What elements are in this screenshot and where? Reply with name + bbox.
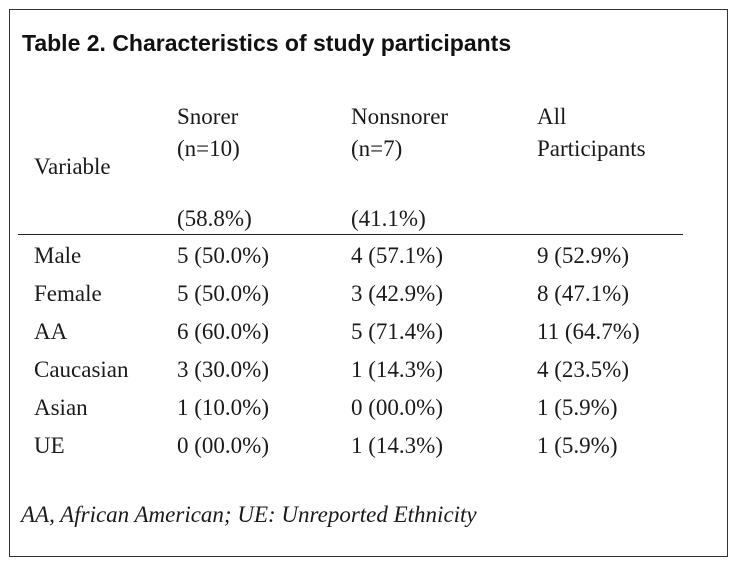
cell-snorer: 1 (10.0%) <box>177 395 269 420</box>
cell-nonsnorer: 0 (00.0%) <box>351 395 443 420</box>
header-all-line2: Participants <box>537 136 646 161</box>
cell-nonsnorer: 4 (57.1%) <box>351 243 443 268</box>
table-footnote: AA, African American; UE: Unreported Eth… <box>21 502 477 527</box>
cell-all: 11 (64.7%) <box>537 319 640 344</box>
cell-variable: Asian <box>34 395 88 420</box>
cell-nonsnorer: 1 (14.3%) <box>351 433 443 458</box>
cell-snorer: 5 (50.0%) <box>177 243 269 268</box>
header-all: All Participants <box>537 101 646 165</box>
cell-snorer: 5 (50.0%) <box>177 281 269 306</box>
cell-snorer: 6 (60.0%) <box>177 319 269 344</box>
cell-nonsnorer: 1 (14.3%) <box>351 357 443 382</box>
header-snorer: Snorer (n=10) <box>177 101 240 165</box>
table-row: Asian 1 (10.0%) 0 (00.0%) 1 (5.9%) <box>0 389 739 427</box>
cell-nonsnorer: 5 (71.4%) <box>351 319 443 344</box>
cell-variable: Female <box>34 281 102 306</box>
header-snorer-percent: (58.8%) <box>177 206 252 231</box>
header-divider <box>18 234 683 235</box>
cell-variable: Caucasian <box>34 357 129 382</box>
table-row: Male 5 (50.0%) 4 (57.1%) 9 (52.9%) <box>0 237 739 275</box>
cell-all: 1 (5.9%) <box>537 395 618 420</box>
header-nonsnorer: Nonsnorer (n=7) <box>351 101 448 165</box>
table-frame <box>9 9 728 557</box>
table-row: Female 5 (50.0%) 3 (42.9%) 8 (47.1%) <box>0 275 739 313</box>
header-snorer-count: (n=10) <box>177 136 240 161</box>
header-nonsnorer-label: Nonsnorer <box>351 104 449 129</box>
header-nonsnorer-count: (n=7) <box>351 136 403 161</box>
header-nonsnorer-percent: (41.1%) <box>351 206 426 231</box>
header-all-line1: All <box>537 104 567 129</box>
cell-all: 4 (23.5%) <box>537 357 629 382</box>
cell-variable: AA <box>34 319 68 344</box>
cell-snorer: 3 (30.0%) <box>177 357 269 382</box>
table-title: Table 2. Characteristics of study partic… <box>22 30 512 56</box>
header-snorer-label: Snorer <box>177 104 239 129</box>
cell-nonsnorer: 3 (42.9%) <box>351 281 443 306</box>
table-row: Caucasian 3 (30.0%) 1 (14.3%) 4 (23.5%) <box>0 351 739 389</box>
cell-all: 1 (5.9%) <box>537 433 618 458</box>
header-variable: Variable <box>34 154 111 179</box>
cell-all: 9 (52.9%) <box>537 243 629 268</box>
table-row: AA 6 (60.0%) 5 (71.4%) 11 (64.7%) <box>0 313 739 351</box>
table-row: UE 0 (00.0%) 1 (14.3%) 1 (5.9%) <box>0 427 739 465</box>
cell-snorer: 0 (00.0%) <box>177 433 269 458</box>
cell-variable: UE <box>34 433 65 458</box>
cell-all: 8 (47.1%) <box>537 281 629 306</box>
cell-variable: Male <box>34 243 82 268</box>
